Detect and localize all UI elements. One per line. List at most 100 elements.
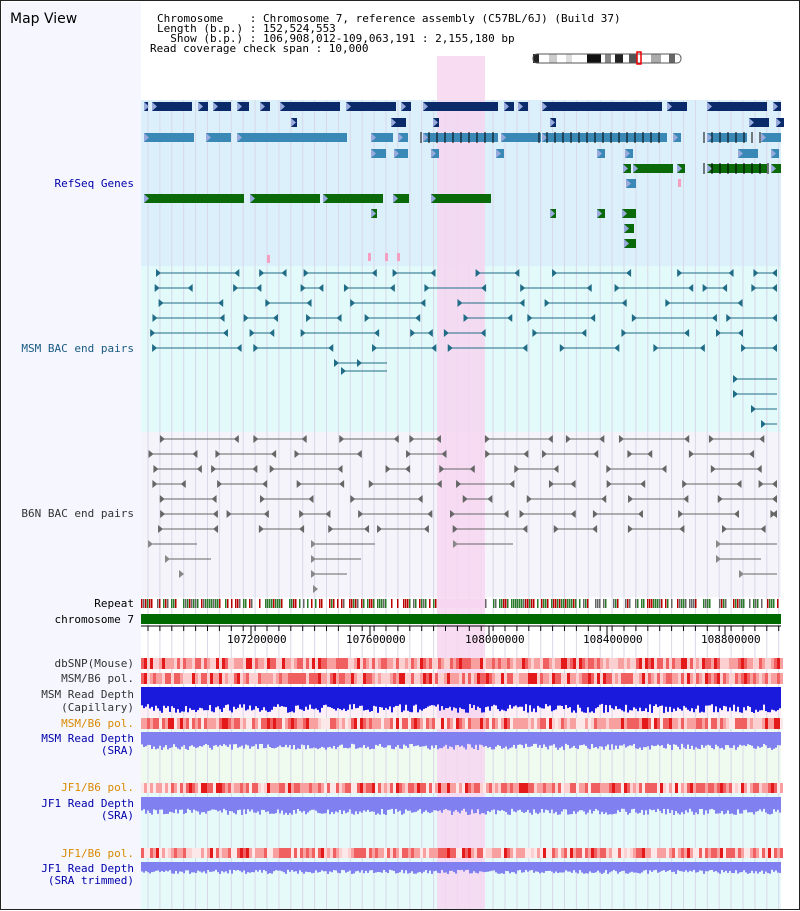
track-label-b6n-bac[interactable]: B6N BAC end pairs bbox=[21, 507, 134, 520]
read-depth-bin bbox=[729, 732, 731, 748]
bac-end-marker bbox=[475, 269, 481, 277]
track-label-jf1-depth-trimmed[interactable]: JF1 Read Depth bbox=[41, 862, 134, 875]
repeat-element bbox=[567, 599, 569, 608]
track-label-refseq-genes[interactable]: RefSeq Genes bbox=[54, 177, 134, 190]
polymorphism-bin bbox=[408, 673, 411, 684]
read-depth-bin bbox=[203, 797, 205, 813]
repeat-element bbox=[425, 599, 427, 608]
read-depth-bin bbox=[345, 732, 347, 748]
polymorphism-bin bbox=[243, 673, 246, 684]
axis-tick-label: 108800000 bbox=[701, 633, 761, 646]
read-depth-bin bbox=[289, 687, 291, 713]
read-depth-bin bbox=[527, 862, 529, 872]
read-depth-bin bbox=[499, 797, 501, 812]
polymorphism-bin bbox=[468, 673, 471, 684]
track-label-msm-depth-sra[interactable]: MSM Read Depth bbox=[41, 732, 134, 745]
read-depth-bin bbox=[249, 797, 251, 812]
read-depth-bin bbox=[215, 797, 217, 810]
gene-strand-arrow bbox=[504, 102, 509, 111]
polymorphism-bin bbox=[471, 848, 474, 858]
track-label-msm-pol[interactable]: MSM/B6 pol. bbox=[61, 672, 134, 685]
polymorphism-bin bbox=[699, 673, 702, 684]
bac-end-marker bbox=[233, 284, 239, 292]
polymorphism-bin bbox=[354, 658, 357, 669]
read-depth-bin bbox=[497, 862, 499, 874]
polymorphism-bin bbox=[693, 783, 696, 793]
polymorphism-bin bbox=[591, 658, 594, 669]
polymorphism-bin bbox=[444, 673, 447, 684]
track-label-column bbox=[2, 2, 141, 909]
read-depth-bin bbox=[171, 732, 173, 748]
read-depth-bin bbox=[465, 862, 467, 870]
read-depth-bin bbox=[389, 862, 391, 870]
read-depth-bin bbox=[705, 797, 707, 811]
read-depth-bin bbox=[615, 862, 617, 872]
polymorphism-bin bbox=[663, 783, 666, 793]
read-depth-bin bbox=[693, 862, 695, 870]
repeat-element bbox=[525, 599, 527, 608]
read-depth-bin bbox=[699, 687, 701, 713]
read-depth-bin bbox=[239, 797, 241, 810]
polymorphism-bin bbox=[591, 783, 594, 793]
read-depth-bin bbox=[293, 862, 295, 872]
read-depth-bin bbox=[539, 862, 541, 874]
track-label-msm-pol-sra[interactable]: MSM/B6 pol. bbox=[61, 717, 134, 730]
read-depth-bin bbox=[473, 862, 475, 872]
polymorphism-bin bbox=[144, 718, 147, 729]
read-depth-bin bbox=[759, 732, 761, 748]
read-depth-bin bbox=[709, 862, 711, 871]
track-label-jf1-depth[interactable]: JF1 Read Depth bbox=[41, 797, 134, 810]
read-depth-bin bbox=[547, 732, 549, 750]
track-label-chromosome[interactable]: chromosome 7 bbox=[54, 613, 134, 626]
read-depth-bin bbox=[579, 687, 581, 708]
read-depth-bin bbox=[713, 862, 715, 872]
polymorphism-bin bbox=[582, 848, 585, 858]
read-depth-bin bbox=[175, 862, 177, 871]
gene-strand-arrow bbox=[771, 164, 776, 173]
polymorphism-bin bbox=[762, 658, 765, 669]
polymorphism-bin bbox=[258, 718, 261, 729]
bac-end-marker bbox=[514, 465, 520, 473]
read-depth-bin bbox=[645, 797, 647, 811]
polymorphism-bin bbox=[378, 658, 381, 669]
bac-end-marker bbox=[621, 299, 627, 307]
gene-feature bbox=[394, 149, 408, 158]
bac-end-marker bbox=[509, 480, 515, 488]
polymorphism-bin bbox=[492, 658, 495, 669]
bac-end-marker bbox=[457, 299, 463, 307]
track-label-msm-bac[interactable]: MSM BAC end pairs bbox=[21, 342, 134, 355]
read-depth-bin bbox=[777, 797, 779, 810]
gene-feature bbox=[391, 118, 406, 127]
polymorphism-bin bbox=[702, 673, 705, 684]
polymorphism-bin bbox=[618, 658, 621, 669]
read-depth-bin bbox=[677, 862, 679, 871]
read-depth-bin bbox=[189, 862, 191, 874]
read-depth-bin bbox=[755, 862, 757, 872]
bac-end-marker bbox=[213, 525, 219, 533]
read-depth-bin bbox=[265, 862, 267, 872]
track-label-dbsnp[interactable]: dbSNP(Mouse) bbox=[54, 657, 134, 670]
polymorphism-bin bbox=[171, 673, 174, 684]
read-depth-bin bbox=[775, 862, 777, 871]
track-label-jf1-pol[interactable]: JF1/B6 pol. bbox=[61, 781, 134, 794]
polymorphism-bin bbox=[147, 848, 150, 858]
read-depth-bin bbox=[411, 862, 413, 872]
polymorphism-bin bbox=[771, 658, 774, 669]
track-label-msm-depth-capillary[interactable]: MSM Read Depth bbox=[41, 688, 134, 701]
gene-strand-arrow bbox=[673, 133, 678, 142]
read-depth-bin bbox=[489, 797, 491, 813]
read-depth-bin bbox=[673, 687, 675, 709]
read-depth-bin bbox=[541, 797, 543, 809]
polymorphism-bin bbox=[732, 718, 735, 729]
bac-end-marker bbox=[385, 465, 391, 473]
read-depth-bin bbox=[587, 797, 589, 813]
track-label-repeat[interactable]: Repeat bbox=[94, 597, 134, 610]
polymorphism-bin bbox=[762, 718, 765, 729]
read-depth-bin bbox=[665, 797, 667, 815]
read-depth-bin bbox=[751, 732, 753, 746]
bac-end-marker bbox=[253, 435, 259, 443]
track-label-jf1-pol-trimmed[interactable]: JF1/B6 pol. bbox=[61, 847, 134, 860]
read-depth-bin bbox=[167, 732, 169, 750]
read-depth-bin bbox=[437, 732, 439, 750]
